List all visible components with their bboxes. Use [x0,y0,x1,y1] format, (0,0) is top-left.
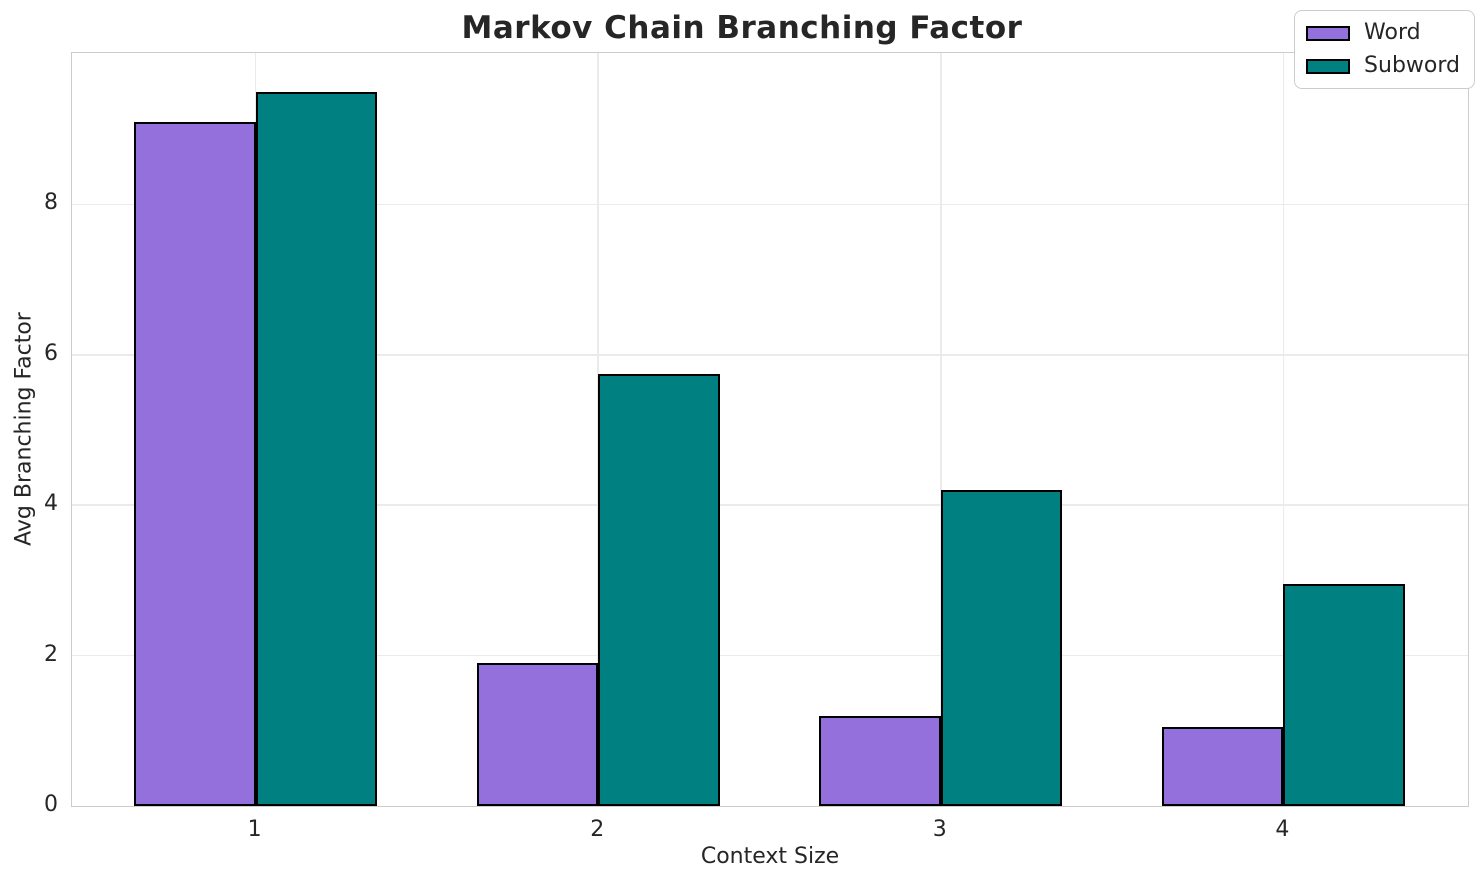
x-tick-label: 4 [1275,817,1290,842]
y-tick-label: 4 [44,491,58,517]
legend-label-subword: Subword [1364,53,1460,78]
legend-swatch-subword [1306,58,1351,74]
bar-subword-4 [1283,584,1405,806]
bar-word-3 [819,715,941,806]
chart-title: Markov Chain Branching Factor [461,10,1023,46]
gridline-horizontal [72,203,1468,206]
y-tick-label: 6 [44,340,58,366]
legend: Word Subword [1294,10,1475,89]
y-tick-label: 8 [44,190,58,216]
gridline-vertical [1282,53,1285,806]
bar-word-1 [134,121,256,806]
gridline-vertical [940,53,942,806]
gridline-horizontal [72,354,1468,356]
x-tick-label: 1 [247,817,262,842]
gridline-horizontal [72,654,1468,657]
x-axis-label: Context Size [700,844,840,869]
y-tick-label: 2 [44,641,58,667]
bar-word-4 [1161,727,1284,806]
bar-subword-3 [940,490,1063,806]
plot-area [71,52,1469,807]
legend-item-word: Word [1306,20,1460,46]
legend-label-word: Word [1364,20,1421,45]
bar-subword-2 [598,373,720,806]
x-tick-label: 3 [932,817,947,842]
gridline-horizontal [72,504,1468,506]
x-tick-label: 2 [590,817,605,842]
legend-swatch-word [1306,25,1351,41]
legend-item-subword: Subword [1306,53,1460,79]
y-tick-label: 0 [44,792,58,817]
bar-word-2 [476,663,599,806]
bar-subword-1 [255,91,378,806]
